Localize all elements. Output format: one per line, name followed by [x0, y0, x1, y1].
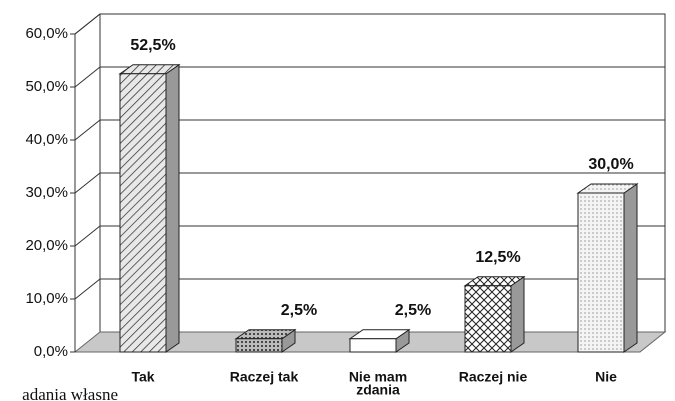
data-label: 2,5% — [395, 302, 431, 319]
grid-line — [74, 172, 665, 194]
grid-line — [74, 119, 665, 141]
bar — [118, 63, 181, 353]
x-tick-label: Tak — [131, 369, 154, 385]
x-tick-label: Nie — [595, 369, 617, 385]
y-tick-label: 50,0% — [25, 78, 68, 95]
x-tick-label: Nie mam — [349, 369, 407, 385]
bar-front — [577, 192, 625, 353]
bar-side — [623, 183, 638, 353]
data-label: 12,5% — [475, 249, 520, 266]
bar-front — [235, 338, 283, 353]
y-tick-label: 40,0% — [25, 131, 68, 148]
bar-front — [464, 285, 512, 353]
x-tick-label: Raczej tak — [230, 369, 299, 385]
x-tick-label: Raczej nie — [459, 369, 528, 385]
y-tick-label: 60,0% — [25, 25, 68, 42]
bar-side — [165, 63, 180, 353]
grid-line — [74, 225, 665, 247]
y-tick-label: 20,0% — [25, 237, 68, 254]
x-tick-label: zdania — [356, 382, 400, 398]
source-note: adania własne — [22, 385, 118, 401]
bar — [576, 183, 639, 353]
y-tick-label: 10,0% — [25, 290, 68, 307]
bar-front — [349, 338, 397, 353]
bar — [463, 275, 526, 353]
bar — [348, 328, 411, 353]
bar-front — [119, 73, 167, 353]
y-tick-label: 30,0% — [25, 184, 68, 201]
data-label: 2,5% — [281, 302, 317, 319]
data-label: 30,0% — [588, 156, 633, 173]
grid-line — [74, 66, 665, 88]
bar — [234, 328, 297, 353]
data-label: 52,5% — [130, 37, 175, 54]
y-tick-label: 0,0% — [34, 343, 68, 360]
bar-side — [510, 275, 525, 353]
